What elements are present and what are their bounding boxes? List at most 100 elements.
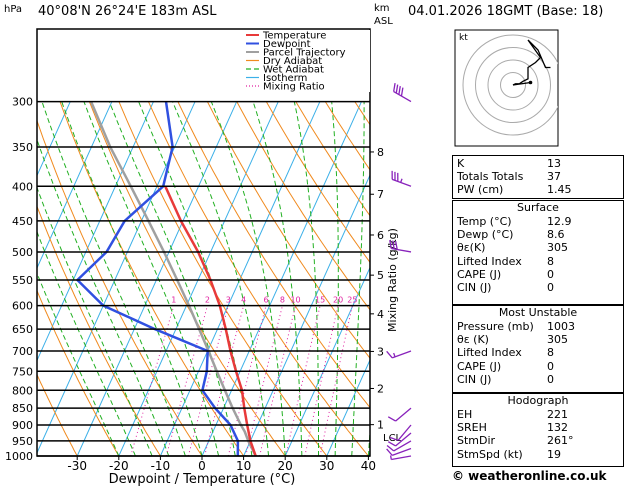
surface-li-value: 8 (547, 254, 554, 268)
wind-barb-feather (393, 83, 396, 92)
surface-temp-value: 12.9 (547, 215, 572, 228)
pressure-tick-label: 750 (12, 365, 33, 378)
wet-adiabat-line (351, 101, 365, 456)
wet-adiabat-line (293, 101, 319, 456)
pressure-tick-label: 600 (12, 300, 33, 313)
mu-li-label: Lifted Index (457, 346, 522, 360)
mixing-ratio-label: 6 (263, 296, 268, 305)
dry-adiabat-line (37, 373, 78, 456)
wind-barb (393, 91, 412, 103)
wind-barb (391, 447, 412, 456)
location-header: 40°08'N 26°24'E 183m ASL (38, 4, 217, 19)
legend-entry: Mixing Ratio (263, 82, 325, 93)
wet-adiabat-line (210, 101, 286, 456)
x-tick-label: -10 (151, 459, 171, 473)
wind-barb-half-feather (389, 455, 392, 460)
wind-barb (391, 178, 412, 187)
pw-label: PW (cm) (457, 183, 504, 197)
wind-barb-feather (400, 87, 404, 97)
isotherm-line (201, 101, 362, 456)
hodo-title: Hodograph (507, 394, 569, 407)
isotherm-line (118, 101, 279, 456)
isotherm-line (37, 101, 71, 177)
parcel-trajectory-line (89, 101, 257, 456)
hodograph-kt-label: kt (459, 33, 468, 43)
mu-theta-value: 305 (547, 333, 568, 347)
mixing-ratio-label: 4 (241, 296, 246, 305)
mu-cin-label: CIN (J) (457, 372, 492, 386)
mixing-ratio-line (259, 305, 297, 456)
legend-entry: Dewpoint (263, 39, 311, 50)
surface-cape-label: CAPE (J) (457, 267, 502, 281)
km-tick-label: 2 (377, 382, 384, 395)
mixing-ratio-line (304, 305, 339, 456)
mixing-ratio-label: 1 (171, 296, 176, 305)
surface-theta-label: θε(K) (457, 241, 486, 255)
hodograph-plot (462, 34, 558, 136)
surface-temp-label: Temp (°C) (457, 215, 512, 228)
hodograph-ring (500, 72, 526, 98)
legend-entry: Isotherm (263, 73, 307, 84)
pressure-tick-label: 450 (12, 215, 33, 228)
storm-motion-arrow (512, 81, 531, 86)
eh-value: 221 (547, 408, 568, 421)
x-tick-label: 30 (319, 459, 334, 473)
isotherm-line (326, 358, 370, 456)
km-label: km (374, 3, 390, 14)
eh-label: EH (457, 408, 473, 421)
pressure-tick-label: 850 (12, 402, 33, 415)
wind-barb (393, 440, 412, 452)
isotherm-line (284, 266, 370, 456)
pressure-tick-label: 350 (12, 141, 33, 154)
wet-adiabat-line (252, 101, 303, 456)
wind-barb-feather (392, 240, 395, 250)
mixing-ratio-label: 20 (333, 296, 343, 305)
mixing-ratio-label: 8 (280, 296, 285, 305)
mu-pres-label: Pressure (mb) (457, 320, 534, 333)
pressure-tick-label: 400 (12, 180, 33, 193)
wind-barb-feather (386, 448, 393, 456)
x-axis-title: Dewpoint / Temperature (°C) (109, 472, 296, 486)
stmspd-label: StmSpd (kt) (457, 447, 523, 461)
mu-pres-value: 1003 (547, 320, 575, 333)
indices-panel: K 13 Totals Totals 37 PW (cm) 1.45 (452, 155, 624, 199)
wet-adiabat-line (138, 101, 253, 456)
dry-adiabat-line (265, 101, 370, 264)
km-tick-label: 7 (377, 188, 384, 201)
legend-entry: Wet Adiabat (263, 65, 324, 76)
pressure-tick-label: 500 (12, 246, 33, 259)
surface-cape-value: 0 (547, 267, 554, 281)
pressure-tick-label: 300 (12, 96, 33, 109)
wet-adiabat-line (331, 101, 339, 456)
wind-barb-feather (387, 441, 396, 447)
surface-cin-label: CIN (J) (457, 280, 492, 294)
wind-barb-half-feather (393, 352, 396, 358)
wind-barb-feather (386, 350, 393, 359)
wind-barb (395, 407, 412, 422)
wind-barb-feather (387, 416, 396, 422)
km-tick-label: 6 (377, 229, 384, 242)
asl-label: ASL (374, 16, 393, 27)
storm-motion-point (528, 80, 533, 85)
hodograph-ring (487, 59, 539, 111)
surface-title: Surface (517, 201, 559, 214)
most-unstable-panel: Most Unstable Pressure (mb) 1003 θε (K) 30… (452, 305, 624, 393)
sreh-label: SREH (457, 421, 487, 435)
mu-title: Most Unstable (498, 306, 578, 319)
dry-adiabat-line (295, 101, 370, 217)
wind-barb (391, 247, 412, 253)
km-tick-label: 3 (377, 345, 384, 358)
mixing-ratio-line (285, 305, 321, 456)
x-tick-label: -20 (109, 459, 129, 473)
mixing-ratio-label: 10 (290, 296, 300, 305)
stmspd-value: 19 (547, 447, 561, 461)
dry-adiabat-line (236, 101, 370, 311)
pressure-tick-label: 1000 (5, 450, 33, 463)
mixing-ratio-line (319, 305, 353, 456)
x-tick-label: 40 (361, 459, 376, 473)
mu-li-value: 8 (547, 346, 554, 360)
surface-panel: Surface Temp (°C) 12.9 Dewp (°C) 8.6 θε(K)… (452, 200, 624, 305)
stmdir-value: 261° (547, 434, 574, 448)
plot-frame (36, 28, 371, 457)
sreh-value: 132 (547, 421, 568, 435)
